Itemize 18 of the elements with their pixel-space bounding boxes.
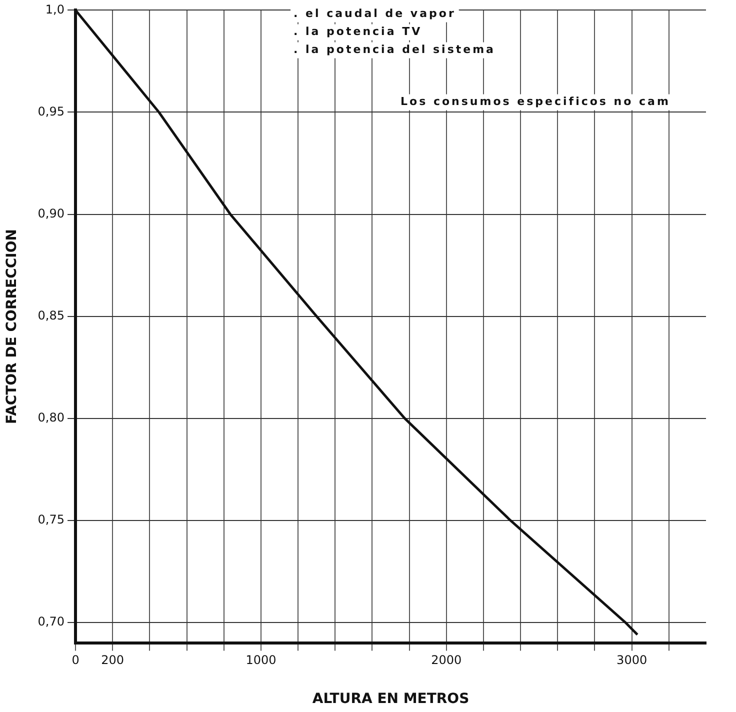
y-tick-label: 0,90 [38,206,65,220]
x-axis-title: ALTURA EN METROS [312,691,470,708]
x-tick-label: 1000 [246,653,276,668]
y-tick-label: 0,95 [38,104,65,118]
annotation: . el caudal de vapor [294,7,456,20]
x-tick-label: 200 [101,653,124,668]
x-tick-label: 2000 [431,653,462,668]
y-axis-title: FACTOR DE CORRECCION [4,229,20,424]
annotation: . la potencia del sistema [294,43,496,56]
x-tick-label: 0 [72,653,80,668]
y-tick-label: 0,85 [38,308,65,322]
y-tick-label: 1,0 [45,2,65,16]
annotation: . la potencia TV [294,25,422,38]
x-tick-label: 3000 [616,653,648,668]
y-tick-label: 0,75 [38,512,65,526]
y-tick-label: 0,70 [38,614,65,629]
y-tick-label: 0,80 [38,410,65,424]
annotation: Los consumos especificos no cam [400,95,670,108]
